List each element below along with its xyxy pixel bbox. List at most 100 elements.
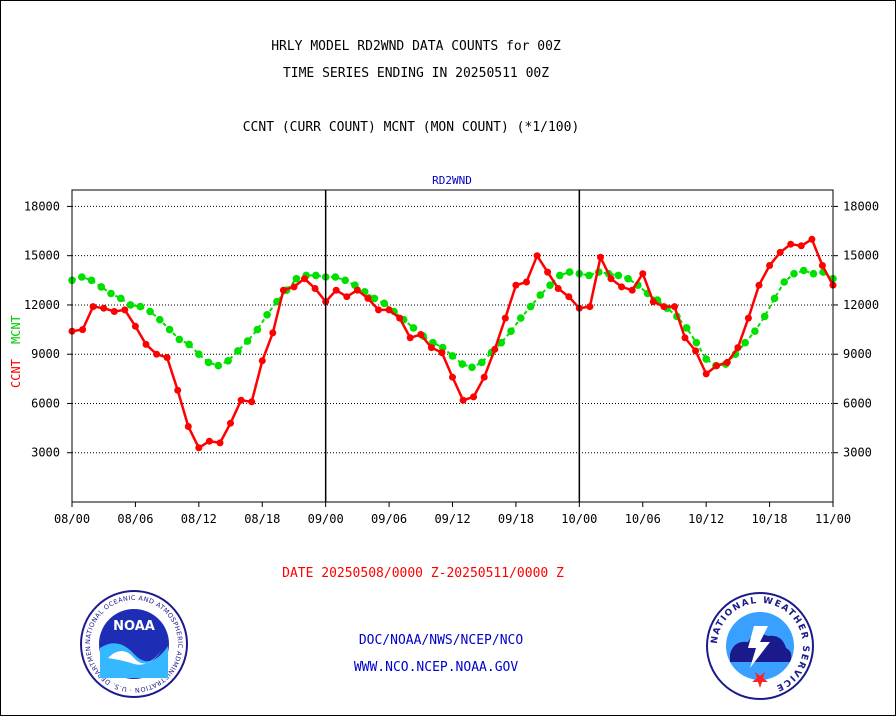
y-tick-label-right: 9000	[843, 347, 872, 361]
axes	[67, 189, 838, 507]
mcnt-point	[185, 340, 193, 349]
mcnt-point	[175, 335, 184, 344]
mcnt-point	[107, 289, 115, 298]
time-series-chart: RD2WND 3000 3000 6000 6000 9000 9000 12000 1200…	[9, 174, 879, 526]
ccnt-point	[723, 358, 731, 366]
ccnt-point	[406, 334, 414, 342]
date-range-label: DATE 20250508/0000 Z-20250511/0000 Z	[282, 566, 564, 581]
ccnt-point	[544, 268, 552, 276]
ccnt-point	[692, 347, 700, 355]
ccnt-point	[713, 362, 721, 370]
mcnt-point	[614, 271, 623, 280]
x-tick-label: 09/12	[434, 512, 470, 526]
ccnt-point	[744, 314, 752, 322]
mcnt-point	[770, 294, 779, 303]
mcnt-point	[682, 324, 691, 332]
ccnt-point	[332, 286, 340, 294]
y-tick-label-right: 15000	[843, 249, 879, 263]
mcnt-point	[536, 291, 545, 299]
org-path-label: DOC/NOAA/NWS/NCEP/NCO	[358, 633, 524, 648]
ccnt-point	[142, 340, 150, 348]
mcnt-point	[799, 266, 808, 275]
x-tick-label: 10/00	[561, 512, 597, 526]
mcnt-point	[624, 274, 632, 283]
mcnt-point	[380, 299, 389, 308]
mcnt-point	[526, 302, 535, 311]
ccnt-point	[353, 286, 361, 294]
ccnt-point	[248, 398, 256, 406]
ccnt-point	[343, 293, 351, 301]
ccnt-point	[184, 423, 192, 430]
panel-label: RD2WND	[432, 174, 472, 187]
ccnt-point	[639, 270, 647, 278]
ccnt-point	[205, 437, 213, 445]
y-tick-label-left: 6000	[31, 396, 60, 410]
mcnt-point	[458, 360, 467, 368]
ccnt-point	[501, 314, 509, 322]
x-tick-label: 10/12	[688, 512, 724, 526]
ccnt-point	[100, 304, 108, 312]
ccnt-point	[364, 294, 372, 302]
mcnt-point	[234, 347, 242, 355]
x-tick-label: 09/06	[371, 512, 407, 526]
ccnt-point	[163, 354, 171, 361]
mcnt-point	[809, 269, 818, 278]
ccnt-point	[470, 393, 478, 401]
mcnt-point	[468, 363, 476, 372]
ccnt-point	[649, 298, 657, 306]
ccnt-point	[79, 326, 87, 334]
ccnt-point	[174, 386, 182, 394]
chart-title-line2: TIME SERIES ENDING IN 20250511 00Z	[282, 66, 550, 81]
ccnt-point	[491, 345, 499, 353]
ccnt-point	[681, 334, 689, 342]
ccnt-point	[449, 373, 456, 381]
tick-labels: 3000 3000 6000 6000 9000 9000 12000 12000 15000 1…	[24, 199, 879, 526]
ccnt-point	[808, 235, 816, 243]
ccnt-point	[818, 262, 826, 269]
x-tick-label: 08/00	[54, 512, 90, 526]
ccnt-point	[311, 285, 319, 292]
mcnt-point	[78, 273, 86, 281]
ccnt-point	[375, 306, 382, 314]
x-tick-label: 09/00	[308, 512, 344, 526]
mcnt-point	[165, 325, 174, 334]
nws-logo: NATIONAL WEATHER SERVICE	[706, 592, 814, 700]
ccnt-point	[565, 293, 573, 301]
mcnt-point	[243, 337, 252, 345]
ccnt-point	[227, 419, 234, 427]
y-axis-label-ccnt: CCNT	[9, 359, 23, 388]
mcnt-point	[97, 283, 106, 291]
y-tick-label-left: 15000	[24, 249, 60, 263]
ccnt-point	[734, 344, 742, 352]
mcnt-point	[126, 301, 135, 309]
mcnt-point	[702, 355, 710, 363]
mcnt-point	[741, 338, 749, 347]
mcnt-point	[409, 324, 418, 332]
ccnt-point	[417, 331, 425, 338]
ccnt-point	[702, 370, 710, 378]
mcnt-point	[790, 269, 798, 278]
ccnt-point	[237, 396, 245, 404]
ccnt-point	[523, 278, 530, 286]
ccnt-point	[153, 350, 161, 358]
y-tick-label-left: 18000	[24, 199, 60, 213]
ccnt-point	[385, 306, 393, 314]
org-website-link[interactable]: WWW.NCO.NCEP.NOAA.GOV	[353, 660, 519, 675]
chart-title-line1: HRLY MODEL RD2WND DATA COUNTS for 00Z	[271, 39, 561, 54]
mcnt-point	[263, 311, 271, 319]
noaa-logo: NATIONAL OCEANIC AND ATMOSPHERIC ADMINIS…	[78, 588, 188, 698]
mcnt-point	[546, 281, 554, 290]
x-tick-label: 10/18	[752, 512, 788, 526]
ccnt-point	[438, 349, 446, 357]
chart-subtitle: CCNT (CURR COUNT) MCNT (MON COUNT) (*1/1…	[242, 120, 580, 135]
ccnt-point	[597, 253, 604, 261]
mcnt-point	[214, 361, 223, 370]
x-tick-label: 10/06	[625, 512, 661, 526]
x-tick-label: 09/18	[498, 512, 534, 526]
mcnt-point	[156, 315, 164, 324]
mcnt-point	[565, 268, 574, 276]
y-tick-label-right: 12000	[843, 298, 879, 312]
mcnt-point	[117, 294, 125, 303]
mcnt-point	[760, 312, 769, 321]
ccnt-point	[89, 303, 97, 311]
